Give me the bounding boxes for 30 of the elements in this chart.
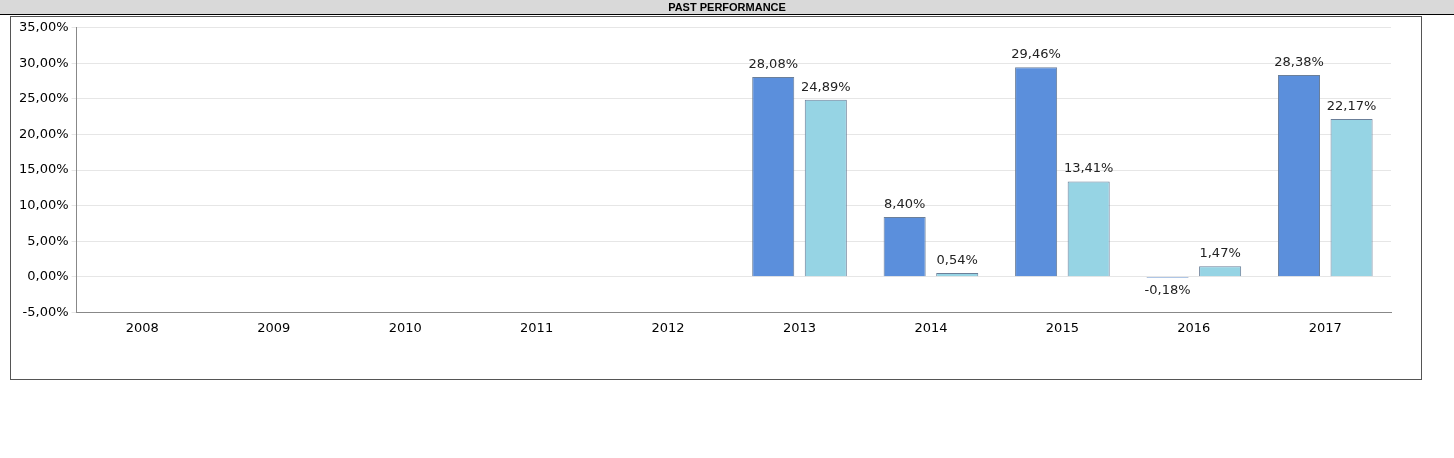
x-tick-label: 2012 <box>651 319 685 335</box>
data-label: 29,46% <box>1011 46 1061 62</box>
x-tick-label: 2013 <box>782 319 817 335</box>
data-label: 22,17% <box>1326 97 1377 113</box>
data-label: 24,89% <box>801 78 851 94</box>
y-tick-label: 10,00% <box>18 197 69 213</box>
y-tick-label: 0,00% <box>27 268 69 284</box>
x-tick-label: 2009 <box>257 319 291 335</box>
x-tick-label: 2016 <box>1177 319 1211 335</box>
x-tick-label: 2017 <box>1308 319 1342 335</box>
data-label: -0,18% <box>1144 281 1191 297</box>
y-tick-label: -5,00% <box>22 303 69 319</box>
data-label: 13,41% <box>1063 160 1114 176</box>
x-tick-label: 2011 <box>520 319 554 335</box>
data-label: 1,47% <box>1199 245 1241 261</box>
y-tick-label: 25,00% <box>18 90 69 106</box>
data-label: 8,40% <box>884 195 926 211</box>
y-tick-label: 30,00% <box>18 54 69 70</box>
x-tick-label: 2008 <box>125 319 159 335</box>
y-tick-label: 20,00% <box>18 125 69 141</box>
chart-title: PAST PERFORMANCE <box>0 0 1454 15</box>
data-label: 28,38% <box>1274 53 1324 69</box>
x-tick-label: 2010 <box>388 319 422 335</box>
x-tick-label: 2015 <box>1045 319 1079 335</box>
y-tick-label: 35,00% <box>18 19 69 35</box>
y-tick-label: 5,00% <box>27 232 69 248</box>
data-label: 28,08% <box>748 55 799 71</box>
y-tick-label: 15,00% <box>18 161 69 177</box>
data-label: 0,54% <box>936 251 978 267</box>
x-tick-label: 2014 <box>914 319 948 335</box>
